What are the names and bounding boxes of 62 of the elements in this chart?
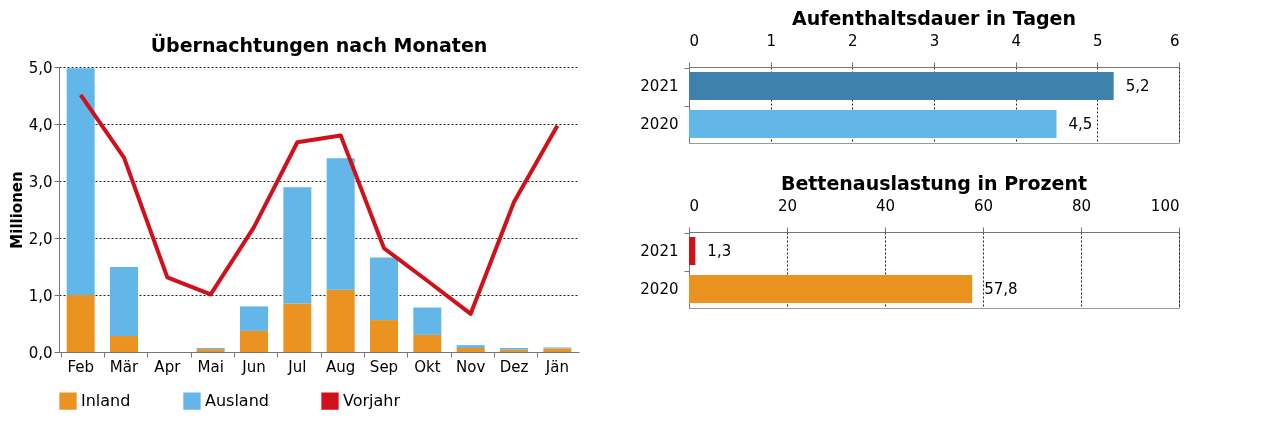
y-axis-title: Millionen	[7, 171, 26, 249]
x-tick-label: 0	[689, 196, 700, 215]
x-tick-label: 5	[1093, 31, 1103, 50]
y-tick-label: 2020	[640, 115, 679, 133]
chart-title: Übernachtungen nach Monaten	[150, 33, 488, 56]
data-label: 5,2	[1125, 77, 1150, 95]
legend-label: Inland	[81, 391, 131, 411]
x-tick-label: Nov	[456, 357, 486, 376]
x-tick-label: Sep	[369, 357, 399, 376]
x-tick-label: 1	[766, 31, 776, 50]
bar	[326, 289, 355, 352]
y-tick-label: 2,0	[28, 229, 53, 248]
x-tick-label: 20	[777, 196, 798, 215]
bar	[370, 320, 398, 352]
y-tick-label: 1,0	[28, 286, 53, 305]
data-label: 57,8	[984, 280, 1018, 298]
bar	[240, 306, 268, 331]
line-series	[78, 92, 560, 316]
bar	[240, 330, 268, 352]
bar	[110, 336, 138, 352]
data-label: 1,3	[707, 242, 732, 260]
y-tick-label: 4,0	[28, 115, 53, 134]
y-tick-label: 0,0	[28, 343, 53, 362]
bar	[66, 295, 95, 352]
data-label: 4,5	[1068, 115, 1093, 133]
x-tick-label: Mär	[109, 357, 139, 376]
x-tick-label: 0	[689, 31, 700, 50]
bar	[66, 68, 95, 295]
bar	[370, 257, 398, 321]
bar	[413, 307, 442, 335]
chart-title: Aufenthaltsdauer in Tagen	[791, 7, 1077, 29]
x-tick-label: Dez	[499, 357, 529, 376]
x-tick-label: 60	[973, 196, 994, 215]
y-tick-label: 2021	[640, 77, 679, 95]
bar	[283, 187, 312, 304]
bar	[413, 334, 442, 352]
x-tick-label: 80	[1071, 196, 1092, 215]
bar	[326, 158, 355, 290]
x-tick-label: Jul	[287, 357, 307, 376]
x-tick-label: 40	[875, 196, 896, 215]
y-tick-label: 3,0	[28, 172, 53, 191]
x-tick-label: 100	[1150, 196, 1180, 215]
x-tick-label: Jän	[544, 357, 569, 376]
x-tick-label: 4	[1011, 31, 1021, 50]
x-tick-label: 6	[1169, 31, 1180, 50]
x-tick-label: 2	[848, 31, 858, 50]
x-tick-label: Jun	[241, 357, 266, 376]
x-tick-label: 3	[929, 31, 940, 50]
bar	[456, 348, 485, 352]
legend-label: Vorjahr	[343, 391, 401, 411]
x-tick-label: Okt	[414, 357, 441, 376]
x-tick-label: Aug	[326, 357, 356, 376]
x-tick-label: Mai	[197, 357, 224, 376]
bar	[110, 267, 138, 337]
bar	[283, 303, 312, 352]
y-tick-label: 5,0	[28, 58, 53, 77]
chart-title: Bettenauslastung in Prozent	[780, 172, 1088, 194]
x-tick-label: Feb	[67, 357, 94, 376]
y-tick-label: 2020	[640, 280, 679, 298]
legend-label: Ausland	[205, 391, 269, 411]
x-tick-label: Apr	[154, 357, 182, 376]
y-tick-label: 2021	[640, 242, 679, 260]
